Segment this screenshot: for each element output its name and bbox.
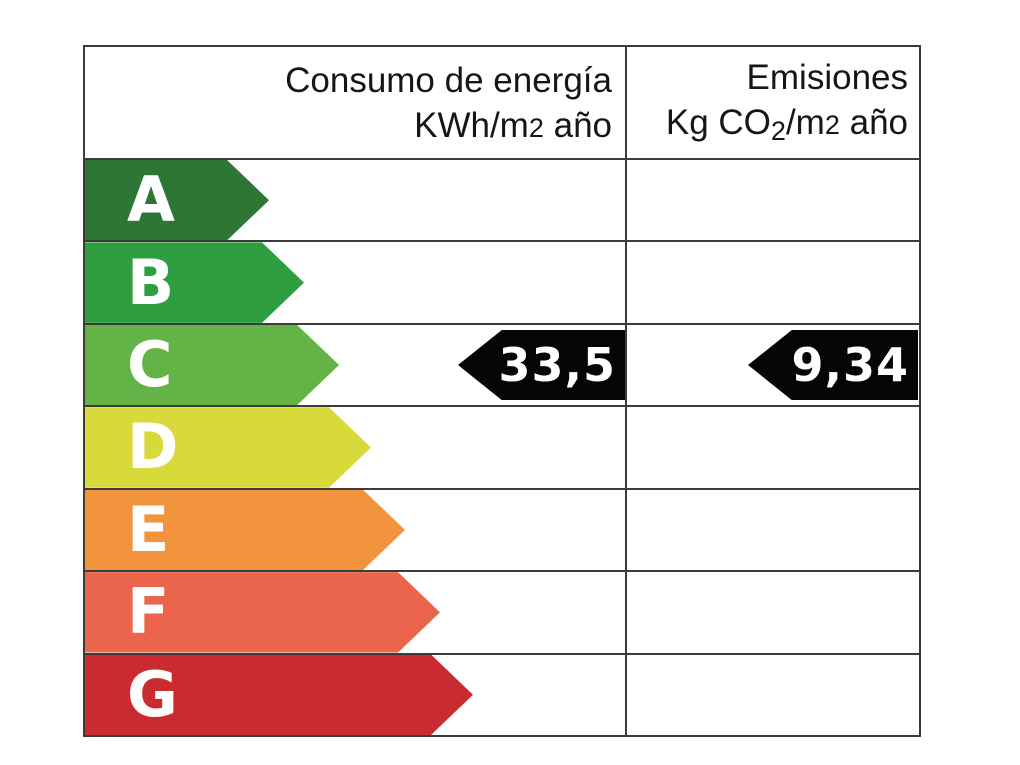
- rating-row-f: F: [85, 572, 919, 655]
- emissions-value-arrow: 9,34: [748, 329, 918, 401]
- emissions-header-line1: Emisiones: [746, 58, 908, 98]
- rating-letter: D: [127, 410, 179, 484]
- rating-letter: F: [127, 575, 170, 649]
- rating-letter: C: [127, 328, 173, 402]
- consumption-column-header: Consumo de energía KWh/m2 año: [85, 47, 625, 158]
- consumption-header-line1: Consumo de energía: [285, 61, 612, 100]
- rating-row-e: E: [85, 490, 919, 573]
- rating-arrow-e: E: [85, 490, 405, 570]
- rating-letter: B: [127, 245, 175, 319]
- rating-letter: E: [127, 492, 170, 566]
- rating-row-g: G: [85, 655, 919, 735]
- column-divider-line: [625, 47, 627, 735]
- rating-letter: A: [127, 163, 175, 237]
- rating-arrow-a: A: [85, 160, 269, 240]
- rating-letter: G: [127, 657, 178, 731]
- emissions-value: 9,34: [791, 338, 909, 393]
- consumption-value: 33,5: [498, 338, 616, 393]
- emissions-header-line2: Kg CO2/m2 año: [665, 103, 908, 146]
- rating-row-b: B: [85, 242, 919, 325]
- rating-arrow-f: F: [85, 572, 440, 652]
- rating-arrow-c: C: [85, 325, 339, 405]
- rating-row-c: C 33,5 9,34: [85, 325, 919, 408]
- consumption-value-arrow: 33,5: [458, 329, 625, 401]
- rating-arrow-g: G: [85, 655, 473, 735]
- table-header: Consumo de energía KWh/m2 año Emisiones …: [85, 47, 919, 160]
- consumption-header-line2: KWh/m2 año: [414, 106, 612, 145]
- energy-rating-table: Consumo de energía KWh/m2 año Emisiones …: [83, 45, 921, 737]
- rating-row-a: A: [85, 160, 919, 243]
- emissions-column-header: Emisiones Kg CO2/m2 año: [625, 47, 919, 158]
- rating-row-d: D: [85, 407, 919, 490]
- rating-rows: A B C 33,5 9,34 D E: [85, 160, 919, 735]
- rating-arrow-b: B: [85, 242, 304, 322]
- rating-arrow-d: D: [85, 407, 371, 487]
